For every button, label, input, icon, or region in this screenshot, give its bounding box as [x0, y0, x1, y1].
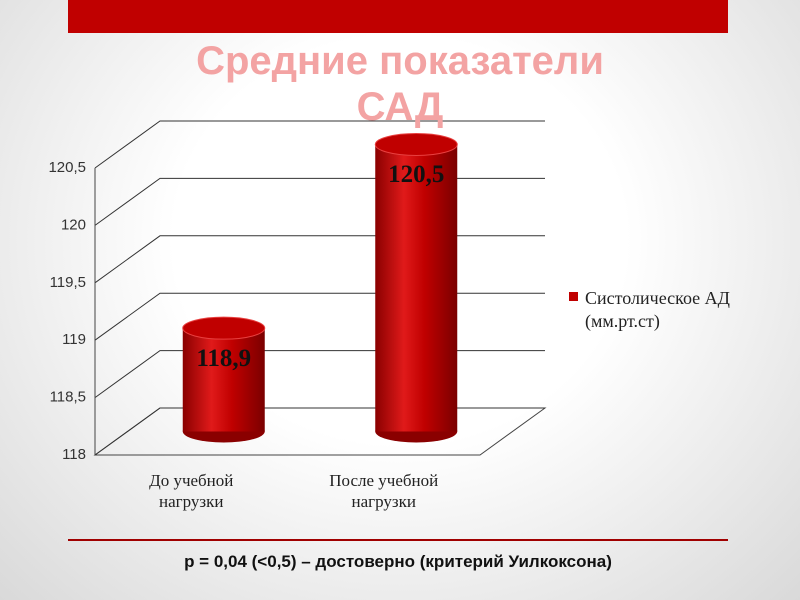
y-tick-label: 119: [62, 331, 86, 348]
value-label: 120,5: [388, 161, 444, 188]
x-tick-label: После учебной нагрузки: [329, 471, 439, 511]
grid-line: [94, 235, 545, 284]
value-label: 118,9: [196, 345, 251, 372]
legend-swatch: [569, 292, 578, 301]
note: p = 0,04 (<0,5) – достоверно (критерий У…: [184, 552, 612, 571]
bar-top: [374, 133, 458, 156]
banner: [68, 0, 728, 33]
bar: [375, 144, 458, 432]
y-tick-label: 118,5: [50, 389, 86, 406]
grid-line: [94, 177, 545, 226]
grid-line: [94, 292, 545, 341]
bar-top: [182, 316, 266, 340]
legend-entry: Систолическое АД (мм.рт.ст): [585, 288, 730, 331]
grid-line: [94, 350, 545, 399]
y-tick-label: 120,5: [48, 159, 86, 176]
legend: Систолическое АД (мм.рт.ст): [585, 287, 775, 333]
grid-line: [94, 407, 545, 456]
grid-line: [94, 120, 545, 169]
y-tick-label: 119,5: [50, 274, 86, 291]
y-tick-label: 118: [62, 446, 86, 463]
bar: [182, 328, 265, 432]
chart-title: Средние показатели САД: [196, 39, 604, 129]
x-tick-label: До учебной нагрузки: [149, 471, 234, 511]
floor: [93, 407, 547, 456]
y-tick-label: 120: [61, 216, 86, 233]
